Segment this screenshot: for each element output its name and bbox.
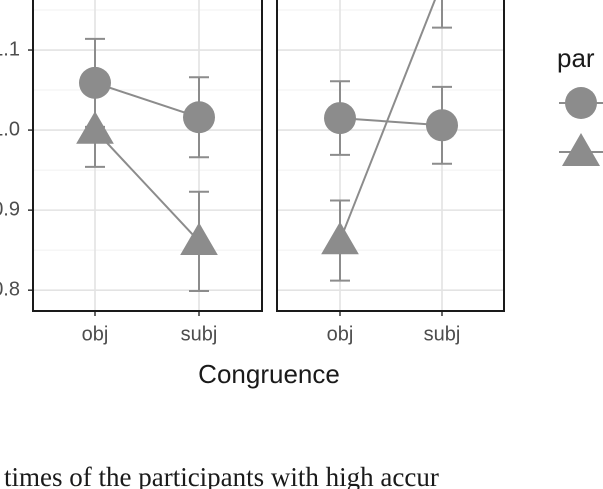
x-tick-label: subj [424, 323, 461, 345]
point [76, 111, 114, 144]
panel-background [33, 0, 262, 311]
caption: times of the participants with high accu… [4, 462, 439, 489]
point [426, 109, 458, 142]
series-line [339, 117, 443, 127]
x-tick-label: obj [327, 323, 354, 345]
panel-border [276, 0, 505, 312]
point [321, 221, 359, 255]
error-bar [432, 0, 452, 29]
series-line [94, 129, 200, 243]
point [183, 101, 215, 134]
x-tick-label: obj [82, 323, 109, 345]
legend-symbol [562, 133, 600, 166]
point [79, 66, 111, 99]
y-tick-label: 0.9 [0, 198, 20, 220]
x-axis-title: Congruence [198, 359, 340, 389]
legend-title: par [557, 43, 595, 73]
series-line [339, 0, 436, 241]
y-tick-label: 1.1 [0, 38, 20, 60]
legend-symbol [565, 87, 597, 119]
point [324, 102, 356, 135]
y-tick-label: 1.0 [0, 118, 20, 140]
x-tick-label: subj [181, 323, 218, 345]
y-tick-label: 0.8 [0, 278, 20, 300]
point [180, 222, 218, 256]
panel-border [32, 0, 263, 312]
series-line [94, 81, 200, 119]
panel-background [277, 0, 504, 311]
